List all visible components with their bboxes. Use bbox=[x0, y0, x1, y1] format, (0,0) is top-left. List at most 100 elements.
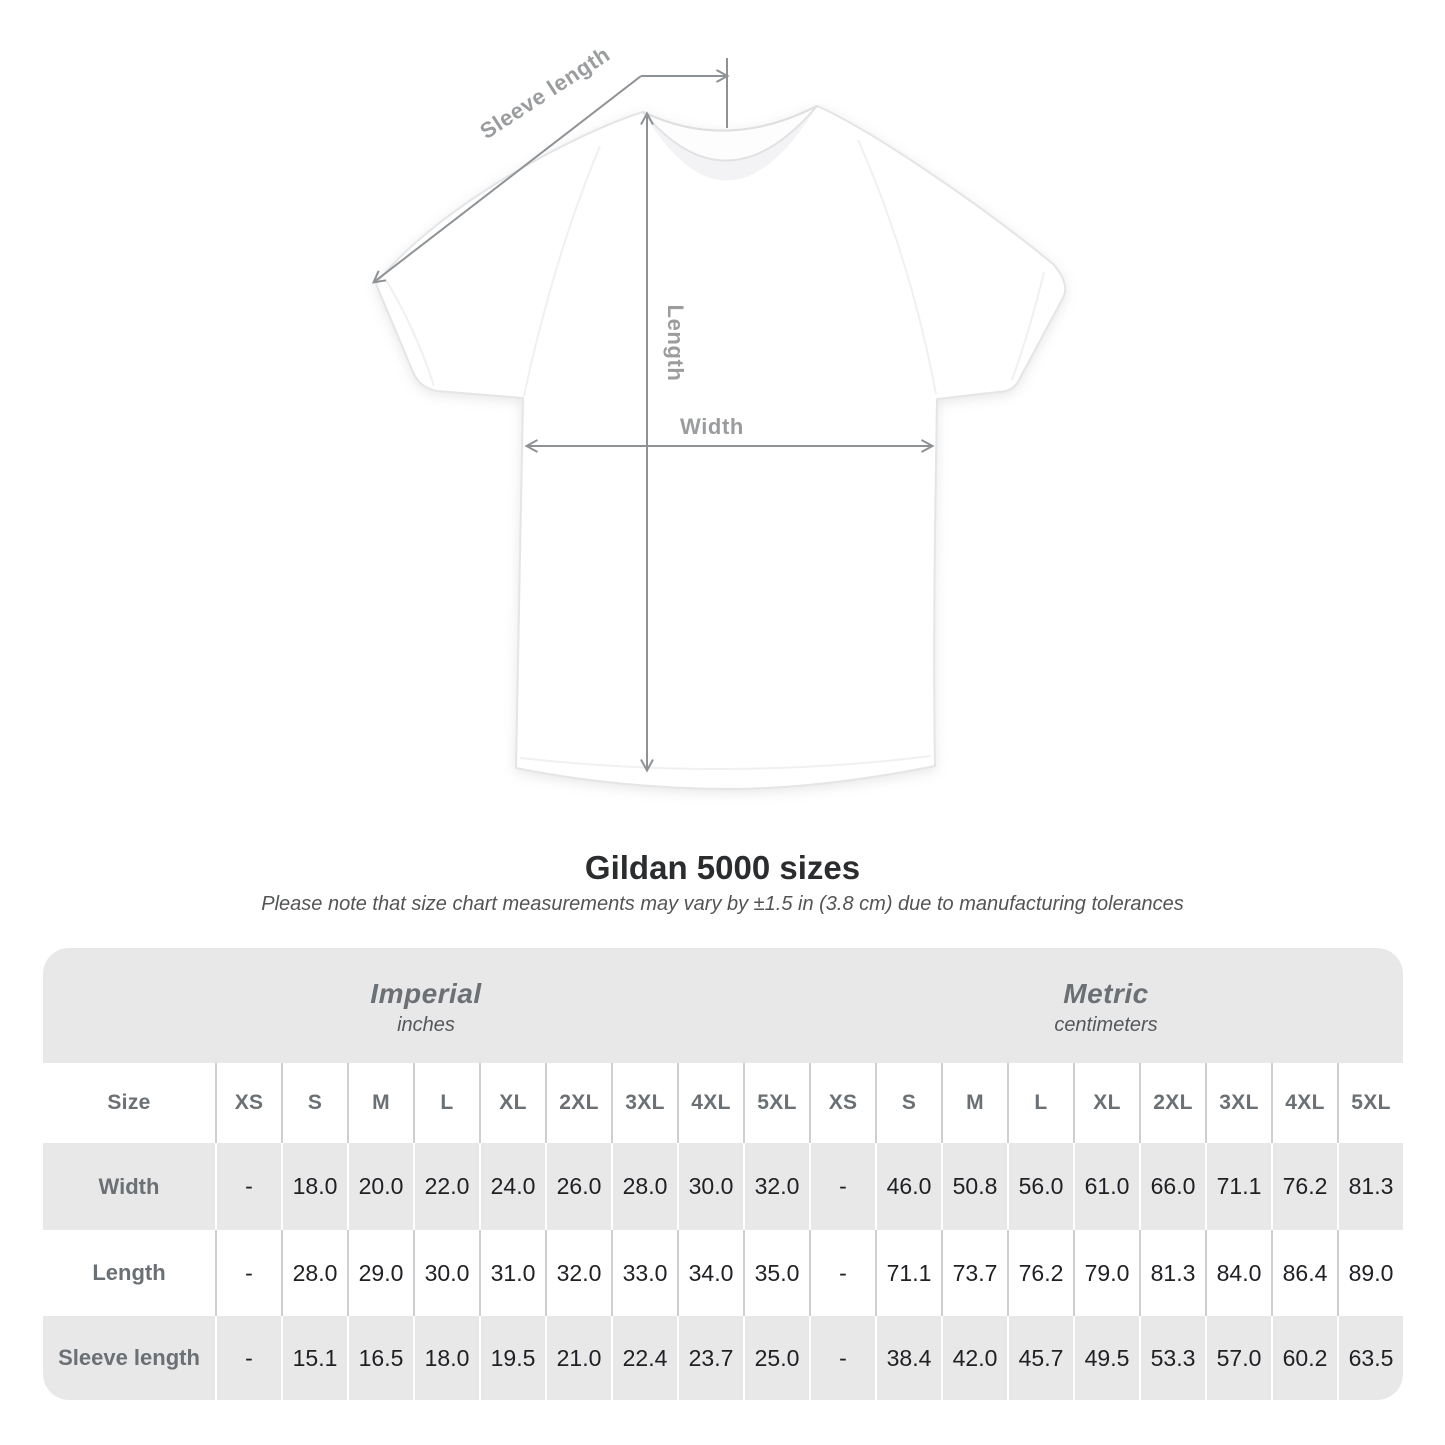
value-cell: 76.2 bbox=[1007, 1230, 1073, 1316]
imperial-title: Imperial bbox=[370, 978, 482, 1009]
value-cell: 16.5 bbox=[347, 1316, 413, 1400]
col-header-imperial-3xl: 3XL bbox=[611, 1063, 677, 1143]
value-cell: 50.8 bbox=[941, 1143, 1007, 1230]
value-cell: 34.0 bbox=[677, 1230, 743, 1316]
col-header-metric-s: S bbox=[875, 1063, 941, 1143]
value-cell: 76.2 bbox=[1271, 1143, 1337, 1230]
value-cell: 53.3 bbox=[1139, 1316, 1205, 1400]
tshirt-graphic bbox=[374, 104, 1067, 791]
value-cell: - bbox=[215, 1230, 281, 1316]
left-sleeve-seam bbox=[523, 145, 601, 397]
value-cell: - bbox=[215, 1143, 281, 1230]
col-header-imperial-m: M bbox=[347, 1063, 413, 1143]
size-grid: Size XS S M L XL 2XL 3XL 4XL 5XL XS S M L XL 2XL 3XL 4XL… bbox=[43, 1063, 1403, 1400]
value-cell: 25.0 bbox=[743, 1316, 809, 1400]
value-cell: 57.0 bbox=[1205, 1316, 1271, 1400]
value-cell: 71.1 bbox=[875, 1230, 941, 1316]
value-cell: 22.4 bbox=[611, 1316, 677, 1400]
tshirt-body bbox=[374, 104, 1067, 791]
imperial-header: Imperial inches bbox=[43, 948, 809, 1063]
value-cell: 30.0 bbox=[413, 1230, 479, 1316]
row-label: Length bbox=[92, 1260, 166, 1285]
value-cell: - bbox=[215, 1316, 281, 1400]
value-cell: 26.0 bbox=[545, 1143, 611, 1230]
value-cell: 63.5 bbox=[1337, 1316, 1403, 1400]
col-header-metric-m: M bbox=[941, 1063, 1007, 1143]
value-cell: 86.4 bbox=[1271, 1230, 1337, 1316]
col-header-imperial-s: S bbox=[281, 1063, 347, 1143]
page-title: Gildan 5000 sizes bbox=[584, 849, 861, 886]
unit-header-band: Imperial inches Metric centimeters bbox=[43, 948, 1403, 1063]
value-cell: 23.7 bbox=[677, 1316, 743, 1400]
left-cuff-seam bbox=[385, 279, 435, 387]
size-table: Imperial inches Metric centimeters Size … bbox=[43, 948, 1403, 1400]
col-header-imperial-5xl: 5XL bbox=[743, 1063, 809, 1143]
value-cell: 46.0 bbox=[875, 1143, 941, 1230]
sleeve-length-arrow bbox=[371, 75, 642, 284]
width-label: Width bbox=[680, 414, 744, 439]
value-cell: 89.0 bbox=[1337, 1230, 1403, 1316]
value-cell: 20.0 bbox=[347, 1143, 413, 1230]
right-cuff-seam bbox=[1011, 271, 1045, 381]
value-cell: - bbox=[809, 1316, 875, 1400]
collar-rim bbox=[642, 105, 818, 132]
value-cell: 61.0 bbox=[1073, 1143, 1139, 1230]
value-cell: 28.0 bbox=[281, 1230, 347, 1316]
value-cell: 28.0 bbox=[611, 1143, 677, 1230]
tshirt-diagram: Sleeve length Length Width bbox=[371, 41, 1067, 791]
imperial-subtitle: inches bbox=[397, 1014, 455, 1036]
col-header-metric-l: L bbox=[1007, 1063, 1073, 1143]
value-cell: 18.0 bbox=[413, 1316, 479, 1400]
size-column-header: Size bbox=[107, 1091, 151, 1114]
value-cell: 15.1 bbox=[281, 1316, 347, 1400]
value-cell: 21.0 bbox=[545, 1316, 611, 1400]
value-cell: 33.0 bbox=[611, 1230, 677, 1316]
value-cell: 18.0 bbox=[281, 1143, 347, 1230]
col-header-metric-5xl: 5XL bbox=[1337, 1063, 1403, 1143]
metric-subtitle: centimeters bbox=[1054, 1014, 1158, 1036]
value-cell: - bbox=[809, 1143, 875, 1230]
value-cell: 24.0 bbox=[479, 1143, 545, 1230]
value-cell: 45.7 bbox=[1007, 1316, 1073, 1400]
col-header-metric-2xl: 2XL bbox=[1139, 1063, 1205, 1143]
hem-seam bbox=[519, 755, 932, 771]
value-cell: 56.0 bbox=[1007, 1143, 1073, 1230]
value-cell: 42.0 bbox=[941, 1316, 1007, 1400]
value-cell: 30.0 bbox=[677, 1143, 743, 1230]
value-cell: 22.0 bbox=[413, 1143, 479, 1230]
value-cell: 29.0 bbox=[347, 1230, 413, 1316]
value-cell: 66.0 bbox=[1139, 1143, 1205, 1230]
value-cell: 84.0 bbox=[1205, 1230, 1271, 1316]
value-cell: 81.3 bbox=[1337, 1143, 1403, 1230]
col-header-metric-4xl: 4XL bbox=[1271, 1063, 1337, 1143]
value-cell: 35.0 bbox=[743, 1230, 809, 1316]
value-cell: 49.5 bbox=[1073, 1316, 1139, 1400]
value-cell: 60.2 bbox=[1271, 1316, 1337, 1400]
col-header-imperial-xs: XS bbox=[215, 1063, 281, 1143]
col-header-imperial-2xl: 2XL bbox=[545, 1063, 611, 1143]
page-subtitle: Please note that size chart measurements… bbox=[261, 893, 1184, 915]
col-header-imperial-xl: XL bbox=[479, 1063, 545, 1143]
value-cell: 71.1 bbox=[1205, 1143, 1271, 1230]
value-cell: 73.7 bbox=[941, 1230, 1007, 1316]
value-cell: 79.0 bbox=[1073, 1230, 1139, 1316]
value-cell: 38.4 bbox=[875, 1316, 941, 1400]
value-cell: 32.0 bbox=[743, 1143, 809, 1230]
value-cell: 32.0 bbox=[545, 1230, 611, 1316]
col-header-imperial-4xl: 4XL bbox=[677, 1063, 743, 1143]
col-header-imperial-l: L bbox=[413, 1063, 479, 1143]
row-label: Sleeve length bbox=[43, 1316, 215, 1400]
value-cell: - bbox=[809, 1230, 875, 1316]
measurement-arrows bbox=[371, 58, 935, 773]
value-cell: 19.5 bbox=[479, 1316, 545, 1400]
col-header-metric-xl: XL bbox=[1073, 1063, 1139, 1143]
value-cell: 31.0 bbox=[479, 1230, 545, 1316]
value-cell: 81.3 bbox=[1139, 1230, 1205, 1316]
row-label: Width bbox=[43, 1143, 215, 1230]
col-header-metric-xs: XS bbox=[809, 1063, 875, 1143]
sleeve-length-label: Sleeve length bbox=[475, 41, 614, 143]
length-label: Length bbox=[663, 305, 688, 382]
metric-header: Metric centimeters bbox=[809, 948, 1403, 1063]
col-header-metric-3xl: 3XL bbox=[1205, 1063, 1271, 1143]
